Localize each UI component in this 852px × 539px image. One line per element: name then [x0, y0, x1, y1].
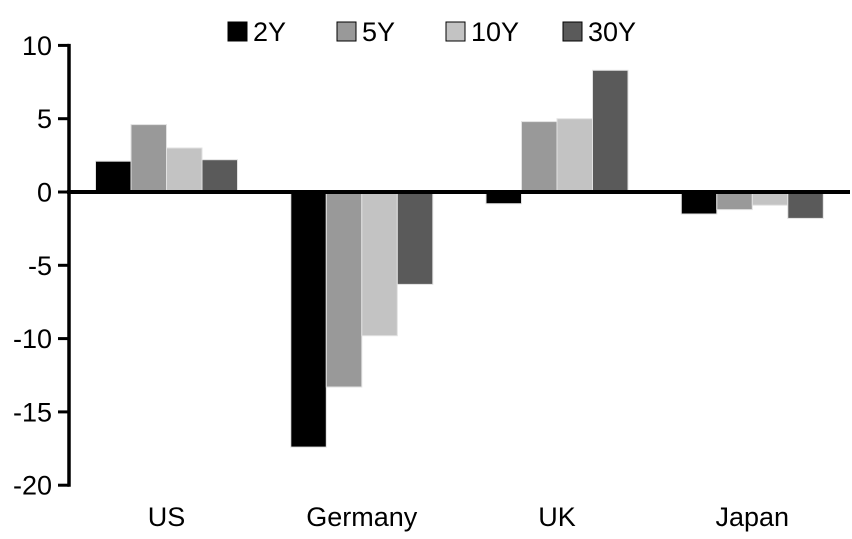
bar-group-germany: [290, 191, 434, 448]
legend-item-5y: 5Y: [336, 17, 395, 47]
legend-item-30y: 30Y: [562, 17, 636, 47]
bar-us-10y: [166, 147, 203, 193]
y-tick-label--5: -5: [28, 251, 52, 281]
bar-group-uk: [485, 69, 629, 205]
bar-uk-30y: [592, 69, 629, 193]
legend-label-5y: 5Y: [362, 17, 395, 47]
bar-uk-5y: [521, 121, 558, 193]
y-tick-label-5: 5: [37, 104, 52, 134]
bar-us-5y: [130, 124, 167, 193]
bar-group-us: [95, 124, 238, 193]
y-tick-label--10: -10: [13, 324, 52, 354]
y-tick-label--20: -20: [13, 471, 52, 501]
category-label-uk: UK: [538, 502, 576, 532]
legend-label-10y: 10Y: [471, 17, 519, 47]
y-axis: 10 5 0 -5 -10 -15 -20: [13, 31, 71, 501]
legend-label-30y: 30Y: [588, 17, 636, 47]
bar-japan-2y: [680, 191, 718, 215]
legend-label-2y: 2Y: [253, 17, 286, 47]
legend-item-2y: 2Y: [227, 17, 286, 47]
bar-us-30y: [201, 159, 238, 193]
y-tick-label--15: -15: [13, 397, 52, 427]
bar-uk-10y: [556, 118, 593, 193]
bar-japan-30y: [787, 191, 824, 219]
legend-swatch-30y-icon: [562, 21, 583, 42]
bar-us-2y: [95, 160, 132, 193]
bar-group-japan: [680, 191, 824, 219]
category-label-us: US: [148, 502, 186, 532]
bar-germany-10y: [361, 191, 398, 337]
y-tick-label-0: 0: [37, 178, 52, 208]
bar-germany-30y: [396, 191, 434, 285]
category-label-germany: Germany: [306, 502, 418, 532]
bar-japan-5y: [716, 191, 753, 211]
legend-swatch-10y-icon: [445, 21, 466, 42]
legend-swatch-5y-icon: [336, 21, 357, 42]
category-label-japan: Japan: [716, 502, 790, 532]
bar-germany-2y: [290, 191, 327, 448]
legend-item-10y: 10Y: [445, 17, 519, 47]
bar-germany-5y: [325, 191, 363, 388]
legend-swatch-2y-icon: [227, 21, 248, 42]
x-axis-labels: US Germany UK Japan: [148, 502, 789, 532]
y-tick-label-10: 10: [22, 31, 52, 61]
legend: 2Y 5Y 10Y 30Y: [227, 17, 636, 47]
plot-area: [95, 69, 824, 448]
